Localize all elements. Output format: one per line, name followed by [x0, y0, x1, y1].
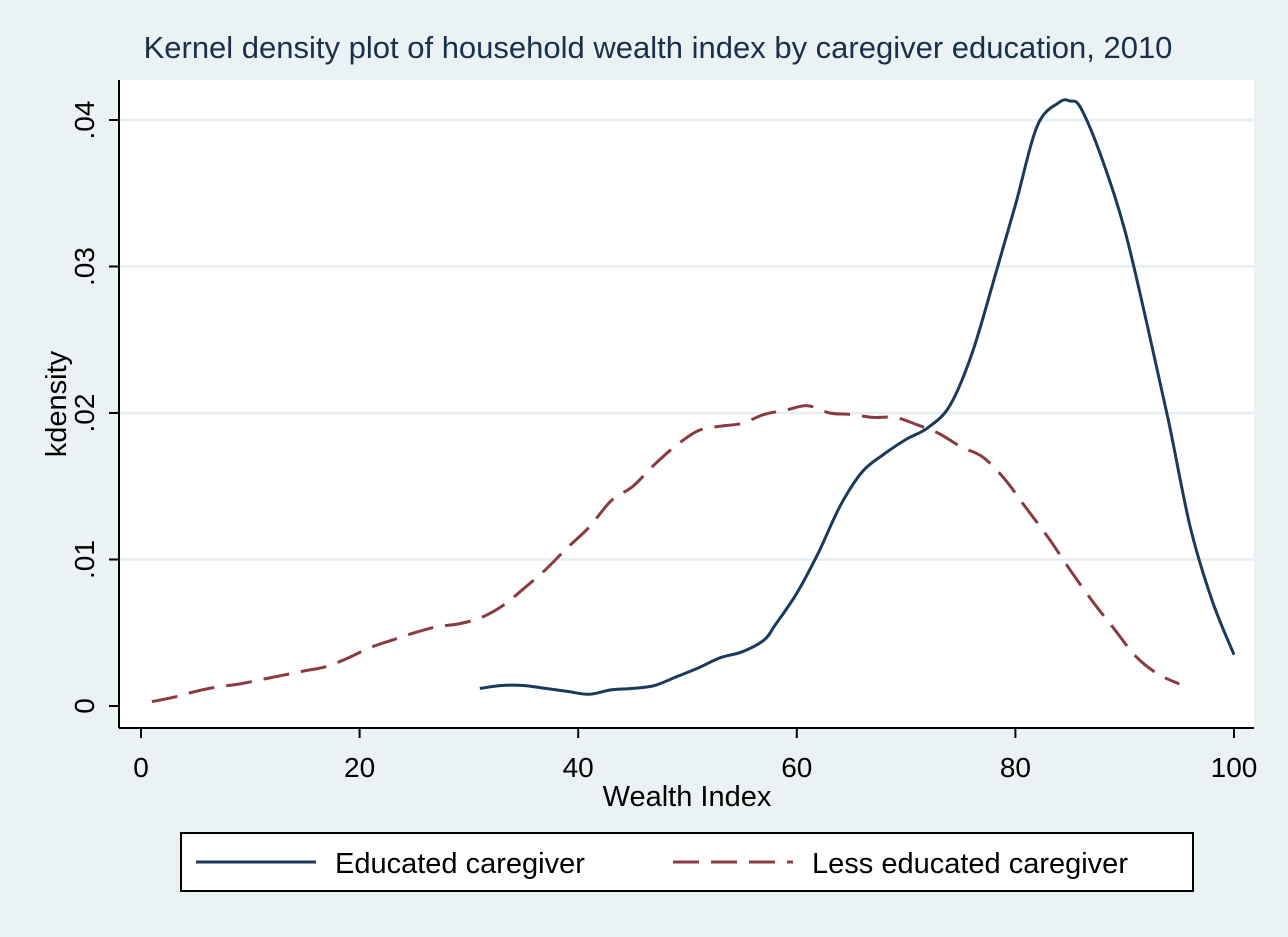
series-line-less-educated	[151, 404, 1180, 704]
grid-lines	[119, 118, 1254, 561]
y-tick-label: .04	[69, 101, 100, 140]
y-tick-label: 0	[69, 698, 100, 714]
x-tick-label: 0	[133, 752, 149, 783]
series-layer	[151, 98, 1236, 704]
y-axis-title: kdensity	[41, 350, 73, 457]
x-tick-label: 100	[1211, 752, 1258, 783]
x-tick-label: 20	[344, 752, 375, 783]
legend-label-less-educated: Less educated caregiver	[812, 848, 1128, 880]
x-axis: 0 20 40 60 80 100	[119, 727, 1258, 783]
legend-label-educated: Educated caregiver	[335, 848, 585, 880]
x-axis-title: Wealth Index	[603, 781, 772, 813]
series-line-educated	[479, 98, 1236, 696]
x-tick-label: 40	[563, 752, 594, 783]
x-tick-label: 80	[1000, 752, 1031, 783]
chart-title: Kernel density plot of household wealth …	[144, 30, 1173, 65]
y-tick-label: .03	[69, 247, 100, 286]
x-tick-label: 60	[781, 752, 812, 783]
y-tick-label: .01	[69, 540, 100, 579]
legend: Educated caregiver Less educated caregiv…	[180, 832, 1194, 892]
y-tick-label: .02	[69, 394, 100, 433]
plot-area	[119, 80, 1254, 728]
y-axis: 0 .01 .02 .03 .04	[69, 80, 120, 728]
